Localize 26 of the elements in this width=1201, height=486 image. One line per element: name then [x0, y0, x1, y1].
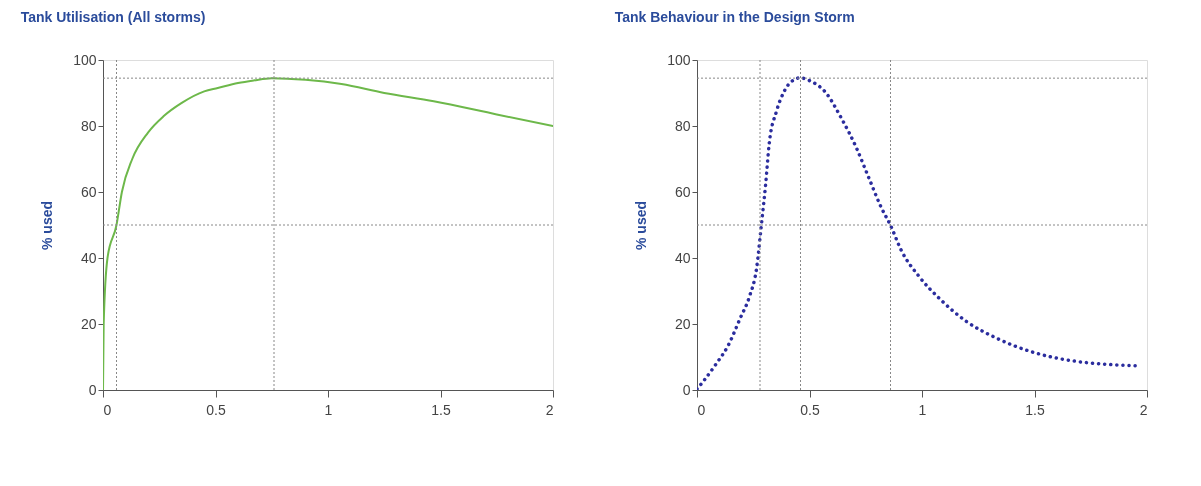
x-tick-label: 1.5 — [431, 401, 451, 418]
y-tick-label: 80 — [674, 117, 691, 134]
chart-title: Tank Behaviour in the Design Storm — [614, 9, 855, 25]
chart-title: Tank Utilisation (All storms) — [20, 9, 206, 25]
y-tick-label: 20 — [674, 315, 691, 332]
y-axis-title: % used — [39, 200, 56, 251]
y-tick-label: 20 — [80, 315, 97, 332]
y-tick-label: 40 — [674, 249, 691, 266]
y-tick-label: 100 — [667, 51, 691, 68]
y-tick-label: 60 — [674, 183, 691, 200]
x-tick-label: 0 — [697, 401, 706, 418]
x-tick-label: 1 — [918, 401, 927, 418]
y-tick-label: 100 — [73, 51, 97, 68]
x-tick-label: 1.5 — [1025, 401, 1045, 418]
y-tick-label: 40 — [80, 249, 97, 266]
x-tick-label: 1 — [324, 401, 333, 418]
x-tick-label: 0 — [103, 401, 112, 418]
x-tick-label: 0.5 — [800, 401, 820, 418]
x-tick-label: 2 — [1139, 401, 1148, 418]
y-tick-label: 0 — [88, 381, 97, 398]
x-tick-label: 2 — [545, 401, 554, 418]
y-tick-label: 60 — [80, 183, 97, 200]
x-tick-label: 0.5 — [206, 401, 226, 418]
y-tick-label: 80 — [80, 117, 97, 134]
y-tick-label: 0 — [682, 381, 691, 398]
y-axis-title: % used — [633, 200, 650, 251]
